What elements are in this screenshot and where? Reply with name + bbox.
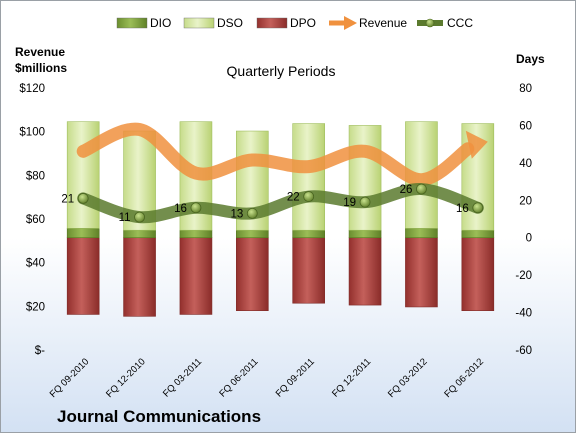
left-tick-label: $60 bbox=[26, 214, 45, 226]
right-axis-title: Days bbox=[516, 52, 545, 66]
right-tick-label: 60 bbox=[519, 120, 532, 132]
dpo-bar bbox=[179, 237, 213, 315]
right-tick-label: 20 bbox=[519, 195, 532, 207]
legend-label: DSO bbox=[217, 16, 243, 30]
right-tick-label: -40 bbox=[515, 308, 532, 320]
dso-bar bbox=[66, 121, 100, 229]
x-axis-ticks: FQ 09-2010 FQ 12-2010 FQ 03-2011 FQ 06-2011… bbox=[48, 356, 486, 400]
x-tick-label: FQ 09-2010 bbox=[48, 356, 92, 400]
left-tick-label: $- bbox=[35, 345, 45, 357]
ccc-data-label: 16 bbox=[174, 203, 187, 215]
legend-arrow-icon bbox=[344, 16, 357, 30]
legend-label: Revenue bbox=[359, 16, 407, 30]
dio-bar bbox=[66, 228, 100, 239]
legend-swatch bbox=[183, 17, 215, 29]
right-tick-label: 40 bbox=[519, 158, 532, 170]
dio-bar bbox=[123, 229, 156, 239]
ccc-data-label: 26 bbox=[400, 184, 413, 196]
dpo-bar bbox=[292, 237, 325, 304]
left-tick-label: $40 bbox=[26, 258, 45, 270]
dio-bar bbox=[179, 229, 213, 239]
right-tick-label: -20 bbox=[515, 270, 532, 282]
legend-item-ccc: CCC bbox=[417, 16, 473, 30]
left-tick-label: $120 bbox=[19, 83, 45, 95]
dpo-bar bbox=[461, 237, 495, 311]
ccc-point bbox=[246, 207, 258, 219]
legend-dot-icon bbox=[425, 18, 435, 28]
dio-bar bbox=[236, 229, 269, 239]
legend-item-dpo: DPO bbox=[256, 16, 316, 30]
legend-item-dio: DIO bbox=[116, 16, 171, 30]
dso-bar bbox=[292, 123, 325, 231]
ccc-point bbox=[134, 211, 145, 223]
dpo-bar bbox=[66, 237, 100, 315]
dpo-bar bbox=[123, 237, 156, 317]
right-axis-ticks: 80 60 40 20 0 -20 -40 -60 bbox=[515, 83, 532, 357]
revenue-arrowhead bbox=[465, 130, 488, 159]
left-axis-title-line2: $millions bbox=[15, 61, 67, 75]
left-tick-label: $20 bbox=[26, 301, 45, 313]
dpo-bar bbox=[348, 237, 382, 306]
revenue-line bbox=[76, 122, 475, 187]
dpo-bar bbox=[405, 237, 438, 308]
x-tick-label: FQ 03-2012 bbox=[386, 356, 430, 400]
ccc-layer: 21 11 16 13 22 19 26 16 bbox=[61, 183, 484, 224]
legend-swatch bbox=[116, 17, 148, 29]
dpo-bar bbox=[236, 237, 269, 311]
legend-item-revenue: Revenue bbox=[329, 16, 407, 30]
right-tick-label: 0 bbox=[526, 233, 532, 245]
ccc-data-label: 13 bbox=[231, 208, 244, 220]
ccc-data-label: 21 bbox=[61, 193, 74, 205]
ccc-point bbox=[359, 196, 371, 208]
x-tick-label: FQ 06-2011 bbox=[217, 356, 260, 399]
ccc-point bbox=[416, 183, 427, 195]
dio-bar bbox=[348, 229, 382, 239]
ccc-data-label: 16 bbox=[456, 203, 469, 215]
left-tick-label: $100 bbox=[19, 127, 45, 139]
legend-swatch bbox=[256, 17, 288, 29]
dso-bar bbox=[348, 125, 382, 231]
ccc-point bbox=[303, 191, 315, 202]
dio-bar bbox=[292, 229, 325, 239]
x-tick-label: FQ 06-2012 bbox=[442, 356, 486, 400]
left-axis-ticks: $120 $100 $80 $60 $40 $20 $- bbox=[19, 83, 45, 357]
legend-label: CCC bbox=[447, 16, 473, 30]
dio-bar bbox=[405, 228, 438, 239]
company-title: Journal Communications bbox=[57, 407, 261, 426]
ccc-point bbox=[472, 202, 484, 214]
bars-layer bbox=[66, 121, 495, 317]
x-tick-label: FQ 09-2011 bbox=[274, 356, 317, 399]
legend-label: DIO bbox=[150, 16, 171, 30]
legend: DIO DSO DPO Revenue CCC bbox=[116, 16, 473, 30]
ccc-data-label: 22 bbox=[287, 192, 300, 204]
right-tick-label: -60 bbox=[515, 345, 532, 357]
revenue-layer bbox=[76, 122, 488, 187]
legend-item-dso: DSO bbox=[183, 16, 243, 30]
ccc-data-label: 11 bbox=[119, 212, 131, 224]
x-tick-label: FQ 03-2011 bbox=[161, 356, 204, 399]
ccc-data-label: 19 bbox=[343, 197, 356, 209]
left-axis-title-line1: Revenue bbox=[15, 45, 65, 59]
x-tick-label: FQ 12-2011 bbox=[330, 356, 373, 399]
x-tick-label: FQ 12-2010 bbox=[104, 356, 148, 400]
chart-subtitle: Quarterly Periods bbox=[227, 63, 336, 79]
right-tick-label: 80 bbox=[519, 83, 532, 95]
legend-label: DPO bbox=[290, 16, 316, 30]
ccc-point bbox=[190, 202, 202, 214]
dio-bar bbox=[461, 229, 495, 239]
left-tick-label: $80 bbox=[26, 170, 45, 182]
ccc-point bbox=[77, 193, 89, 204]
